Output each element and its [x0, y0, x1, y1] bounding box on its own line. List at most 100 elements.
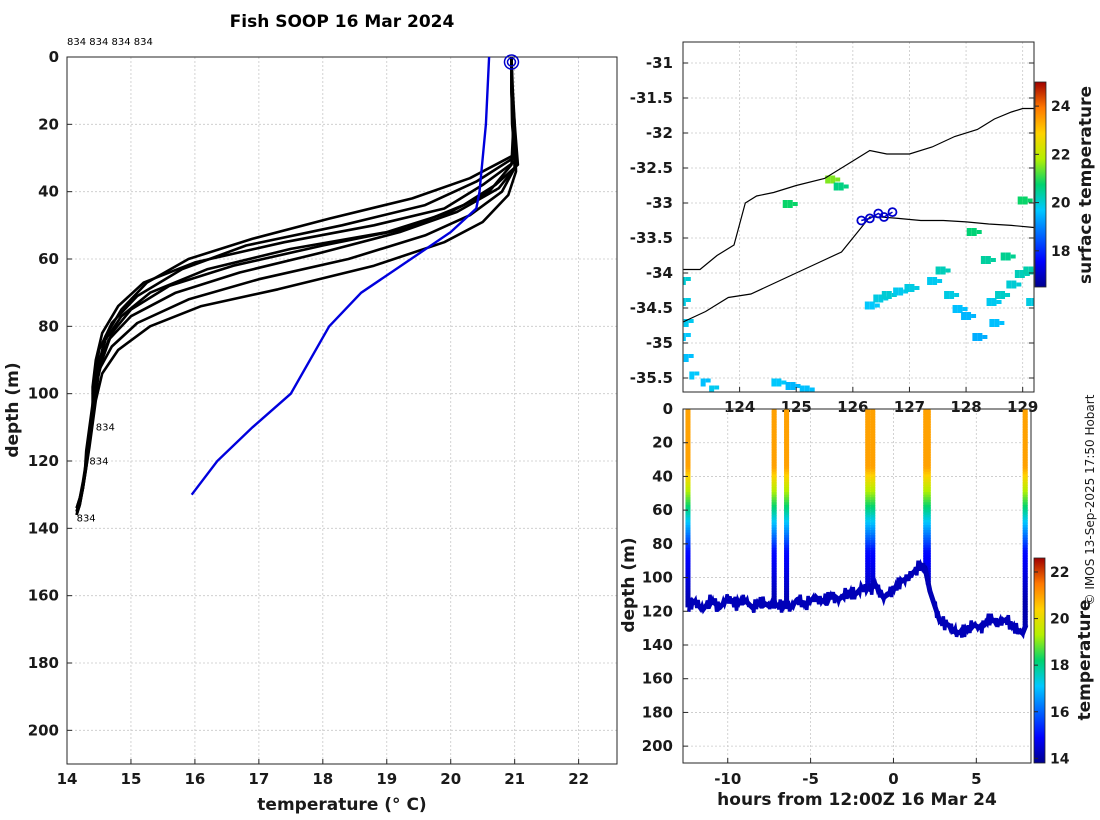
timeseries-dive-point [870, 562, 876, 567]
timeseries-dive-point [1022, 474, 1028, 479]
timeseries-dive-point [784, 441, 790, 446]
timeseries-dive-point [925, 522, 931, 527]
sst-pixel [1005, 256, 1011, 261]
timeseries-dive-point [771, 514, 777, 519]
timeseries-dive-point [685, 545, 691, 550]
timeseries-dive-point [784, 461, 790, 466]
timeseries-dive-point [1022, 514, 1028, 519]
timeseries-dive-point [925, 532, 931, 537]
timeseries-dive-point [685, 492, 691, 497]
timeseries-dive-point [865, 509, 871, 514]
sst-pixel [683, 281, 686, 285]
timeseries-dive-point [865, 476, 871, 481]
timeseries-dive-point [870, 466, 876, 471]
sst-pixel [977, 337, 983, 341]
timeseries-dive-point [925, 409, 931, 413]
sst-pixel [683, 277, 686, 281]
profile-y-tick-label: 200 [28, 721, 59, 739]
timeseries-dive-point [784, 512, 790, 517]
timeseries-dive-point [685, 436, 691, 441]
timeseries-dive-point [870, 550, 876, 555]
timeseries-dive-point [865, 428, 871, 433]
sst-pixel [986, 302, 992, 306]
map-y-tick-label: -31.5 [630, 89, 673, 107]
timeseries-dive-point [870, 416, 876, 421]
sst-pixel [683, 323, 689, 327]
timeseries-dive-point [865, 497, 871, 502]
timeseries-dive-point [784, 504, 790, 509]
profile-y-label: depth (m) [3, 362, 23, 457]
timeseries-dive-point [925, 535, 931, 540]
timeseries-dive-point [925, 560, 931, 565]
sst-pixel [991, 302, 997, 306]
timeseries-dive-point [1022, 504, 1028, 509]
timeseries-dive-point [865, 550, 871, 555]
timeseries-dive-point [925, 461, 931, 466]
timeseries-dive-point [685, 522, 691, 527]
sst-pixel [972, 333, 978, 337]
timeseries-dive-point [685, 598, 691, 603]
timeseries-dive-point [771, 565, 777, 570]
map-y-tick-label: -35 [646, 334, 673, 352]
sst-pixel [893, 291, 899, 296]
timeseries-dive-point [865, 562, 871, 567]
sst-pixel [878, 298, 884, 303]
timeseries-dive-point [1022, 449, 1028, 454]
timeseries-dive-point [870, 444, 876, 449]
timeseries-dive-point [870, 441, 876, 446]
timeseries-dive-point [865, 489, 871, 494]
timeseries-dive-point [1022, 492, 1028, 497]
timeseries-dive-point [865, 426, 871, 431]
sst-pixel [688, 354, 694, 358]
timeseries-dive-point [865, 413, 871, 418]
timeseries-dive-point [870, 502, 876, 507]
timeseries-dive-point [784, 522, 790, 527]
timeseries-y-tick-label: 80 [652, 535, 673, 553]
profile-y-tick-label: 40 [38, 183, 59, 201]
timeseries-y-tick-label: 100 [642, 569, 673, 587]
timeseries-dive-point [685, 504, 691, 509]
timeseries-dive-point [784, 573, 790, 578]
timeseries-dive-point [1022, 494, 1028, 499]
profile-y-ticks: 0 20 40 60 80 100 120 140 160 180 200 [28, 48, 72, 739]
timeseries-dive-point [925, 426, 931, 431]
timeseries-dive-point [771, 530, 777, 535]
timeseries-dive-point [784, 416, 790, 421]
timeseries-dive-point [925, 471, 931, 476]
sst-pixel [989, 319, 995, 323]
timeseries-dive-point [1022, 499, 1028, 504]
map-panel: 124 125 126 127 128 129 -31-31.5-32-32.5-33-3… [630, 41, 1096, 416]
timeseries-dive-point [1022, 439, 1028, 444]
timeseries-dive-point [685, 456, 691, 461]
timeseries-dive-point [1022, 562, 1028, 567]
timeseries-dive-point [865, 444, 871, 449]
profile-y-tick-label: 180 [28, 654, 59, 672]
timeseries-dive-point [870, 459, 876, 464]
timeseries-dive-point [1022, 507, 1028, 512]
timeseries-dive-point [771, 570, 777, 575]
timeseries-dive-point [925, 540, 931, 545]
timeseries-dive-point [771, 484, 777, 489]
timeseries-dive-point [685, 471, 691, 476]
sst-pixel [795, 384, 801, 388]
sst-pixel [714, 385, 720, 390]
map-y-tick-label: -33 [646, 194, 673, 212]
timeseries-dive-point [771, 509, 777, 514]
timeseries-dive-point [870, 421, 876, 426]
timeseries-dive-point [925, 517, 931, 522]
surface-marker-outer [503, 54, 520, 70]
timeseries-dive-point [685, 532, 691, 537]
timeseries-dive-point [1022, 446, 1028, 451]
timeseries-dive-point [925, 413, 931, 418]
sst-pixel [790, 382, 796, 386]
timeseries-dive-point [771, 479, 777, 484]
timeseries-dive-point [1022, 433, 1028, 438]
timeseries-dive-point [925, 459, 931, 464]
timeseries-dive-point [685, 484, 691, 489]
timeseries-dive-point [925, 567, 931, 572]
sst-pixel [838, 182, 844, 187]
timeseries-dive-point [784, 507, 790, 512]
timeseries-dive-point [925, 557, 931, 562]
sst-pixel [909, 288, 915, 292]
timeseries-dive-point [685, 466, 691, 471]
